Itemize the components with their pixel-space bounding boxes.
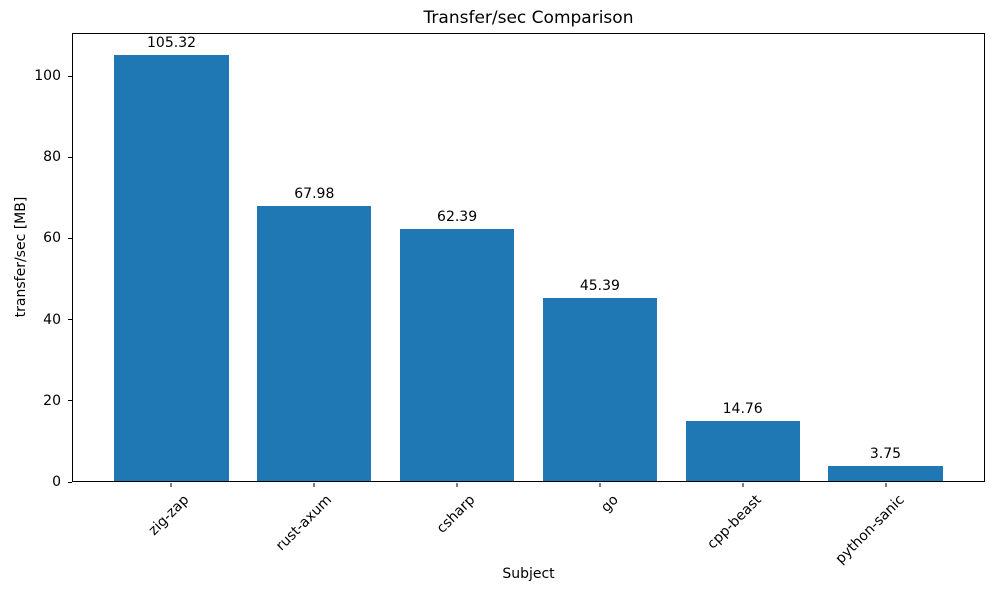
x-tick-label: rust-axum: [273, 492, 336, 555]
bar-value-label: 3.75: [869, 445, 902, 462]
y-tick-label: 0: [52, 474, 61, 490]
chart-title: Transfer/sec Comparison: [423, 8, 634, 28]
y-tick: [68, 481, 72, 483]
x-axis-title: Subject: [502, 566, 555, 582]
bar-zig-zap: [114, 55, 229, 481]
bar-go: [542, 297, 657, 481]
y-tick-label: 20: [43, 392, 61, 409]
x-tick: [313, 483, 315, 487]
x-tick-label: csharp: [433, 492, 479, 537]
x-axis: zig-zap rust-axum csharp go cpp-beast python-…: [72, 483, 985, 568]
y-tick: [68, 75, 72, 77]
x-tick: [170, 483, 172, 487]
bar-value-label: 105.32: [147, 35, 197, 52]
bar-rust-axum: [257, 206, 372, 481]
x-tick: [456, 483, 458, 487]
y-tick-label: 40: [43, 311, 61, 328]
bar-csharp: [399, 228, 515, 481]
x-tick-label: zig-zap: [145, 492, 193, 539]
x-tick: [885, 483, 887, 487]
x-tick-label: go: [597, 492, 622, 516]
y-tick: [68, 237, 72, 239]
y-tick: [68, 319, 72, 321]
bar-cpp-beast: [685, 421, 800, 481]
plot-area: 105.32 67.98 62.39 45.39 14.76 3.75: [72, 33, 985, 482]
y-tick-label: 60: [43, 230, 61, 247]
y-tick-label: 100: [34, 68, 61, 85]
x-tick-label: cpp-beast: [704, 492, 765, 553]
bar-python-sanic: [828, 465, 943, 481]
x-tick: [742, 483, 744, 487]
y-tick: [68, 156, 72, 158]
bar-value-label: 62.39: [437, 208, 478, 225]
x-tick: [599, 483, 601, 487]
x-tick-label: python-sanic: [832, 492, 908, 568]
y-tick-label: 80: [43, 149, 61, 166]
y-axis: 0 20 40 60 80 100: [0, 33, 72, 490]
bar-value-label: 45.39: [579, 277, 620, 294]
bar-value-label: 67.98: [294, 186, 335, 203]
y-tick: [68, 400, 72, 402]
bar-value-label: 14.76: [722, 401, 763, 418]
